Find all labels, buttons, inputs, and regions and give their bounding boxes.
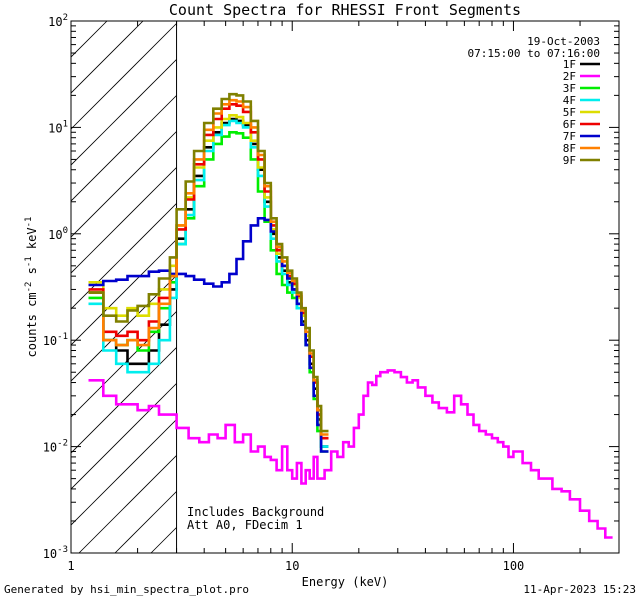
y-axis-label: counts cm-2 s-1 keV-1 <box>24 217 39 358</box>
hatch-line <box>71 21 252 202</box>
legend-label-9f: 9F <box>563 154 576 167</box>
y-tick-label: 100 <box>48 226 68 242</box>
annotation-attenuator: Att A0, FDecim 1 <box>187 518 303 532</box>
legend-label-7f: 7F <box>563 130 576 143</box>
hatch-line <box>71 21 72 22</box>
y-tick-label: 10-1 <box>43 332 68 348</box>
hatched-region <box>71 21 619 553</box>
legend-label-5f: 5F <box>563 106 576 119</box>
hatch-line <box>71 21 180 130</box>
series-9f <box>88 92 329 433</box>
hatch-line <box>71 21 108 58</box>
legend-label-2f: 2F <box>563 70 576 83</box>
series-6f <box>88 103 329 440</box>
plot-frame <box>70 20 620 554</box>
legend-label-1f: 1F <box>563 58 576 71</box>
series-layer <box>88 92 613 539</box>
observation-date: 19-Oct-2003 <box>527 35 600 48</box>
hatch-line <box>71 21 216 166</box>
x-tick-labels: 1 10 100 <box>67 559 524 573</box>
timestamp-footer: 11-Apr-2023 15:23 <box>523 583 636 596</box>
legend-label-8f: 8F <box>563 142 576 155</box>
y-tick-label: 10-3 <box>43 545 68 561</box>
generated-by-footer: Generated by hsi_min_spectra_plot.pro <box>4 583 250 596</box>
legend-label-4f: 4F <box>563 94 576 107</box>
x-tick-label: 1 <box>67 559 74 573</box>
annotation-background: Includes Background <box>187 505 324 519</box>
legend-label-3f: 3F <box>563 82 576 95</box>
legend-label-6f: 6F <box>563 118 576 131</box>
series-5f <box>88 114 329 440</box>
x-axis-label: Energy (keV) <box>302 575 389 589</box>
y-tick-labels: 10-3 10-2 10-1 100 101 102 <box>43 13 68 561</box>
y-tick-label: 101 <box>48 119 68 135</box>
series-2f <box>88 369 613 539</box>
y-tick-label: 102 <box>48 13 68 29</box>
series-8f <box>88 98 329 436</box>
x-tick-label: 10 <box>285 559 299 573</box>
chart-title: Count Spectra for RHESSI Front Segments <box>169 1 521 19</box>
x-tick-label: 100 <box>503 559 525 573</box>
axis-ticks <box>70 20 620 554</box>
observation-time-range: 07:15:00 to 07:16:00 <box>468 47 600 60</box>
y-tick-label: 10-2 <box>43 439 68 455</box>
